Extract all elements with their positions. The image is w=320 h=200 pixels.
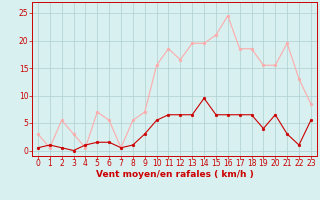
X-axis label: Vent moyen/en rafales ( km/h ): Vent moyen/en rafales ( km/h ) <box>96 170 253 179</box>
